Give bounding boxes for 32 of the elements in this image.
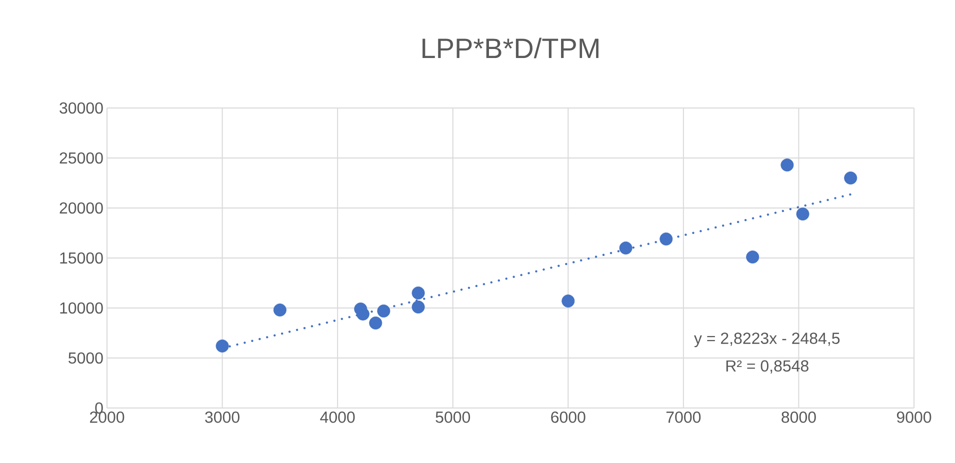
y-tick-label: 0: [95, 402, 103, 414]
point: [780, 158, 794, 172]
y-tick-label: 15000: [60, 252, 103, 264]
x-tick-label: 6000: [551, 412, 586, 423]
x-tick-label: 8000: [782, 412, 816, 423]
y-tick-label: 20000: [60, 202, 103, 214]
x-tick-label: 5000: [436, 412, 470, 423]
x-tick-label: 4000: [320, 412, 355, 423]
point: [562, 294, 575, 308]
annotation: R² = 0,8548: [726, 360, 808, 374]
point: [844, 172, 858, 184]
x-tick-label: 2000: [90, 412, 124, 423]
y-tick-label: 25000: [60, 152, 103, 164]
point: [746, 250, 760, 264]
point: [356, 308, 370, 320]
x-tick-label: 9000: [896, 412, 932, 423]
point: [619, 242, 632, 254]
point: [216, 340, 229, 352]
y-tick-label: 30000: [60, 102, 103, 114]
x-tick-label: 7000: [666, 412, 701, 423]
point: [796, 208, 810, 220]
y-tick-label: 5000: [68, 352, 103, 364]
point: [412, 300, 425, 314]
point: [660, 232, 673, 246]
x-tick-label: 3000: [205, 412, 240, 423]
point: [377, 304, 390, 318]
point: [273, 304, 286, 316]
annotation: y = 2,8223x - 2484,5: [694, 332, 840, 348]
point: [412, 286, 425, 300]
y-tick-label: 10000: [60, 302, 103, 314]
chart-title: LPP*B*D/TPM: [422, 38, 598, 58]
point: [369, 316, 382, 330]
